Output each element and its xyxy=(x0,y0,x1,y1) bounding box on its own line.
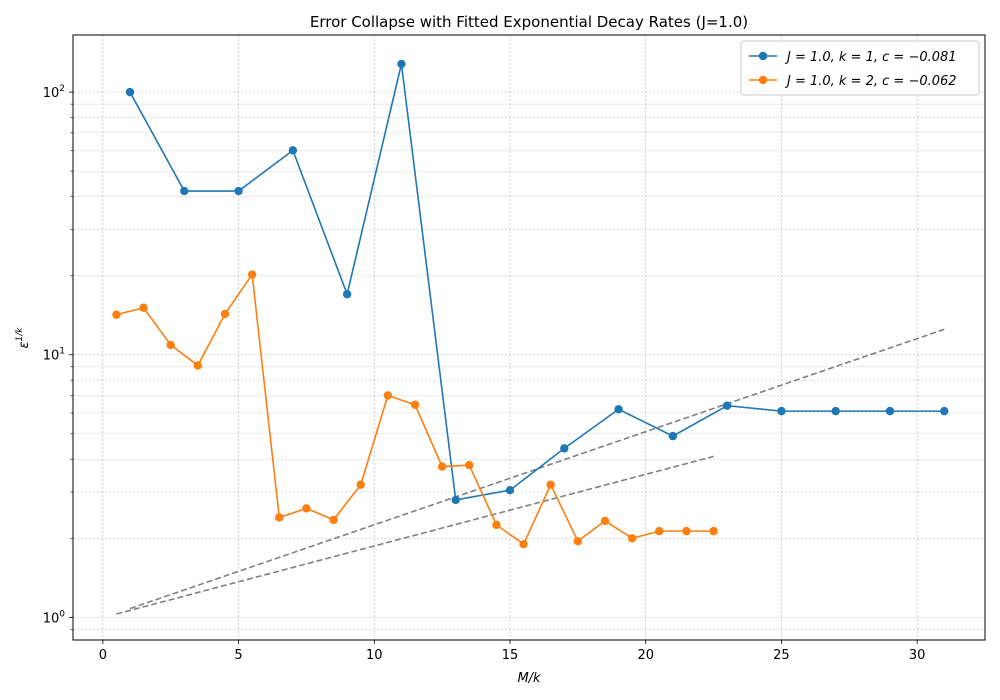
series-2-point xyxy=(383,391,393,400)
series-1-point xyxy=(831,406,840,416)
x-tick-label: 30 xyxy=(909,648,926,663)
series-2-point xyxy=(247,270,257,279)
series-2-point xyxy=(329,515,338,525)
series-2-point xyxy=(627,534,637,543)
series-1-point xyxy=(451,495,460,505)
legend-box xyxy=(740,40,980,96)
series-2-point xyxy=(166,340,175,350)
series-2-point xyxy=(709,526,718,536)
series-2-point xyxy=(682,526,691,536)
legend-label: J = 1.0, k = 1, c = −0.081 xyxy=(784,50,957,65)
series-2-point xyxy=(546,480,555,489)
y-tick-label: 100 xyxy=(43,609,66,626)
series-2-point xyxy=(193,361,203,370)
x-tick-label: 0 xyxy=(99,648,107,663)
series-2-point xyxy=(275,513,284,522)
series-2-point xyxy=(139,303,148,312)
x-tick-label: 20 xyxy=(637,648,654,663)
x-tick-label: 10 xyxy=(366,648,383,663)
series-1-point xyxy=(505,485,515,495)
y-tick-label: 101 xyxy=(43,347,65,364)
x-tick-label: 25 xyxy=(773,648,790,663)
series-1-point xyxy=(234,186,243,196)
series-1 xyxy=(125,59,949,505)
series-1-point xyxy=(940,406,949,416)
series-2-point xyxy=(437,462,447,471)
series-1-point xyxy=(614,405,623,414)
y-axis-label: ε1/k xyxy=(15,327,32,349)
series-1-point xyxy=(668,431,678,441)
series-2-point xyxy=(492,520,501,530)
series-1-point xyxy=(560,444,569,453)
chart-title: Error Collapse with Fitted Exponential D… xyxy=(310,13,748,31)
series-2-point xyxy=(220,309,230,319)
legend-marker xyxy=(758,51,768,61)
series-1-point xyxy=(288,146,298,155)
series-1-point xyxy=(125,87,135,97)
series-1-point xyxy=(342,290,352,299)
series-1-point xyxy=(777,406,786,416)
x-axis-label: M/k xyxy=(517,671,541,686)
series-2-point xyxy=(356,480,365,489)
series-line-1 xyxy=(129,63,945,501)
series-2-point xyxy=(112,310,121,319)
series xyxy=(112,59,949,549)
legend: J = 1.0, k = 1, c = −0.081 J = 1.0, k = 2… xyxy=(740,40,980,96)
series-2-point xyxy=(410,400,420,409)
plot-frame xyxy=(72,34,986,641)
series-1-point xyxy=(885,406,895,416)
series-2-point xyxy=(573,536,583,546)
series-2-point xyxy=(302,504,311,513)
series-2 xyxy=(112,270,718,549)
x-tick-label: 15 xyxy=(502,648,519,663)
axis-ticks: 0 5 10 15 20 25 30 100 101 102 xyxy=(43,84,926,663)
series-1-point xyxy=(180,186,189,196)
y-tick-label: 102 xyxy=(43,84,65,101)
x-tick-label: 5 xyxy=(234,648,242,663)
legend-marker xyxy=(758,75,768,85)
series-2-point xyxy=(519,539,528,549)
fit-line-2 xyxy=(116,455,714,615)
series-1-point xyxy=(397,59,406,69)
series-2-point xyxy=(465,460,474,470)
series-2-point xyxy=(655,526,664,536)
legend-label: J = 1.0, k = 2, c = −0.062 xyxy=(784,74,957,89)
series-2-point xyxy=(600,516,610,526)
fit-lines xyxy=(116,328,945,615)
series-1-point xyxy=(722,401,732,410)
